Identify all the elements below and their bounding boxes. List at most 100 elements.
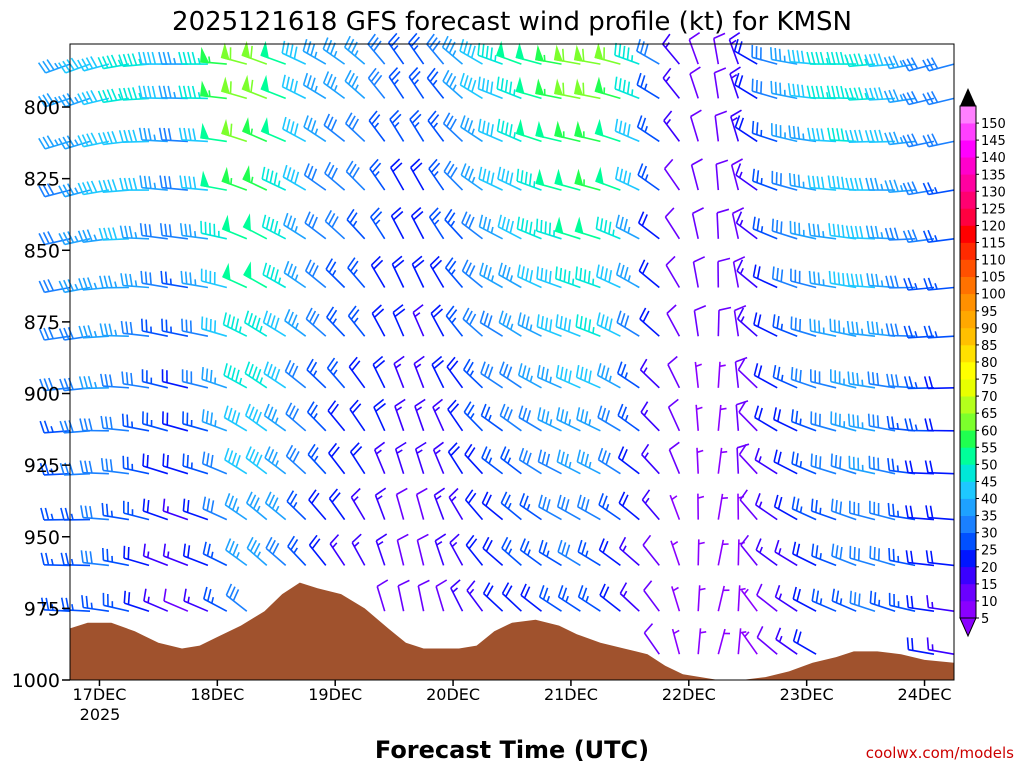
barb-full <box>807 127 811 141</box>
barb-full <box>326 357 336 369</box>
barb-full <box>717 257 731 263</box>
wind-barb <box>639 307 660 337</box>
barb-full <box>87 277 93 290</box>
barb-full <box>118 130 124 143</box>
barb-full <box>42 184 50 196</box>
barb-half <box>468 588 475 595</box>
barb-full <box>106 548 109 562</box>
barb-full <box>210 500 215 513</box>
barb-half <box>739 267 744 275</box>
barb-full <box>367 67 377 79</box>
barb-full <box>449 533 460 544</box>
wind-barb <box>464 443 484 475</box>
barb-half <box>352 269 358 276</box>
wind-barb <box>102 592 130 612</box>
wind-barb <box>142 411 169 432</box>
barb-full <box>232 498 238 511</box>
wind-barb <box>788 173 817 191</box>
barb-full <box>836 128 840 141</box>
barb-full <box>627 172 632 185</box>
barb-staff <box>734 361 740 388</box>
barb-full <box>44 507 50 521</box>
barb-half <box>50 425 54 433</box>
barb-staff <box>715 164 720 191</box>
y-tick-label: 875 <box>24 312 60 334</box>
barb-full <box>131 53 138 66</box>
barb-full <box>505 585 513 597</box>
barb-full <box>209 369 213 383</box>
barb-full <box>108 323 113 336</box>
barb-full <box>731 158 743 166</box>
barb-full <box>87 375 93 389</box>
barb-half <box>644 83 648 90</box>
colorbar-segment <box>960 532 976 551</box>
barb-half <box>293 547 298 554</box>
wind-barb <box>119 225 150 240</box>
barb-full <box>873 592 877 605</box>
barb-full <box>509 172 514 185</box>
barb-full <box>445 38 453 51</box>
wind-barb <box>370 207 386 240</box>
wind-barb <box>717 361 726 388</box>
barb-full <box>447 212 456 224</box>
barb-full <box>410 158 421 169</box>
barb-half <box>507 457 512 464</box>
barb-full <box>185 319 188 332</box>
wind-barb <box>415 487 428 520</box>
barb-half <box>471 176 476 184</box>
barb-full <box>40 597 45 610</box>
colorbar-tick-label: 65 <box>981 407 998 422</box>
barb-full <box>732 207 745 215</box>
wind-barb <box>350 487 366 521</box>
wind-barb <box>448 487 464 521</box>
wind-barb <box>771 170 798 191</box>
wind-barb <box>263 403 287 432</box>
wind-barb <box>40 507 71 521</box>
barb-full <box>86 133 94 146</box>
barb-full <box>118 54 124 67</box>
barb-full <box>794 368 798 381</box>
wind-barb <box>926 595 955 612</box>
barb-half <box>277 180 281 187</box>
barb-full <box>481 78 485 91</box>
wind-barb <box>287 535 307 566</box>
wind-barb <box>845 225 876 240</box>
wind-barb <box>409 109 425 142</box>
wind-barb <box>345 112 366 142</box>
barb-full <box>485 494 492 507</box>
barb-full <box>773 494 779 508</box>
colorbar-segment <box>960 225 976 243</box>
barb-full <box>641 165 648 178</box>
barb-full <box>885 323 890 336</box>
wind-barb <box>637 163 660 191</box>
barb-full <box>506 315 512 328</box>
wind-barb <box>903 277 935 291</box>
barb-full <box>621 406 628 419</box>
barb-half <box>239 377 243 385</box>
barb-half <box>51 604 54 611</box>
barb-full <box>925 550 929 563</box>
wind-barb <box>829 318 857 337</box>
barb-full <box>838 320 841 333</box>
barb-full <box>144 223 148 237</box>
barb-full <box>847 413 851 427</box>
barb-full <box>120 273 124 286</box>
wind-barb <box>328 488 346 521</box>
barb-half <box>778 548 782 555</box>
colorbar-segment <box>960 396 976 414</box>
wind-barb <box>158 127 188 143</box>
barb-full <box>249 539 258 552</box>
barb-full <box>374 359 386 370</box>
wind-barb <box>739 489 758 521</box>
wind-barb <box>222 262 248 289</box>
barb-half <box>533 229 536 236</box>
barb-flag <box>534 44 545 62</box>
barb-full <box>865 177 870 191</box>
barb-flag <box>200 46 210 64</box>
barb-full <box>636 115 643 128</box>
barb-full <box>310 77 316 90</box>
barb-half <box>256 551 262 558</box>
barb-half <box>94 381 98 389</box>
barb-full <box>484 406 491 419</box>
barb-full <box>58 137 66 150</box>
